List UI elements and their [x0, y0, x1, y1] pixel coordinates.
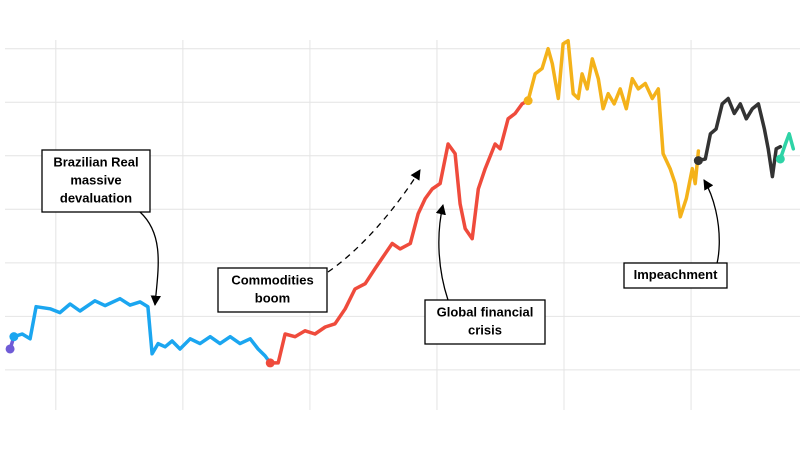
- segment-start: [265, 358, 275, 368]
- annotation-text: boom: [255, 290, 290, 305]
- series-line: [268, 98, 530, 365]
- annotation-box: [424, 299, 546, 345]
- arrow: [435, 203, 449, 301]
- segment-start: [775, 154, 785, 164]
- annotation-box: [623, 262, 728, 289]
- arrows: [139, 169, 720, 307]
- series-line: [778, 132, 796, 161]
- series-line: [12, 296, 272, 365]
- grid: [5, 40, 800, 410]
- segment-start: [693, 156, 703, 166]
- annotation: Brazilian Real massive devaluation: [41, 149, 151, 213]
- annotation-text: massive: [70, 172, 121, 187]
- annotation-text: crisis: [468, 322, 502, 337]
- series-line: [696, 96, 783, 179]
- segment-start: [5, 344, 15, 354]
- annotation-box: [41, 149, 151, 213]
- annotation-text: Global financial: [437, 304, 534, 319]
- annotation-text: Commodities: [231, 272, 313, 287]
- annotations: Brazilian Real massive devaluation Commodit…: [41, 149, 728, 345]
- lines: [5, 38, 796, 368]
- annotation: Commodities boom: [217, 267, 328, 313]
- segment-start: [523, 96, 533, 106]
- annotation-text: Impeachment: [634, 267, 718, 282]
- annotation-box: [217, 267, 328, 313]
- arrow: [327, 169, 421, 273]
- arrow: [139, 211, 161, 307]
- annotation: Impeachment: [623, 262, 728, 289]
- segment-start: [9, 332, 19, 342]
- series-line: [526, 38, 701, 219]
- annotation-text: Brazilian Real: [53, 154, 138, 169]
- annotation: Global financial crisis: [424, 299, 546, 345]
- annotation-text: devaluation: [60, 190, 132, 205]
